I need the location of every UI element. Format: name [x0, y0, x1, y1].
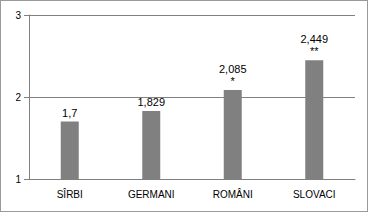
svg-text:1,7: 1,7 [62, 107, 77, 119]
svg-text:ROMÂNI: ROMÂNI [213, 188, 253, 200]
svg-text:2,449: 2,449 [300, 33, 328, 45]
svg-text:2: 2 [15, 92, 21, 103]
svg-text:1,829: 1,829 [137, 96, 165, 108]
svg-text:3: 3 [15, 10, 21, 21]
svg-text:**: ** [310, 45, 319, 57]
svg-text:GERMANI: GERMANI [128, 189, 175, 200]
svg-text:2,085: 2,085 [219, 63, 247, 75]
svg-text:*: * [231, 75, 236, 87]
svg-text:SÎRBI: SÎRBI [57, 188, 83, 200]
svg-text:SLOVACI: SLOVACI [293, 189, 336, 200]
svg-text:1: 1 [15, 174, 21, 185]
